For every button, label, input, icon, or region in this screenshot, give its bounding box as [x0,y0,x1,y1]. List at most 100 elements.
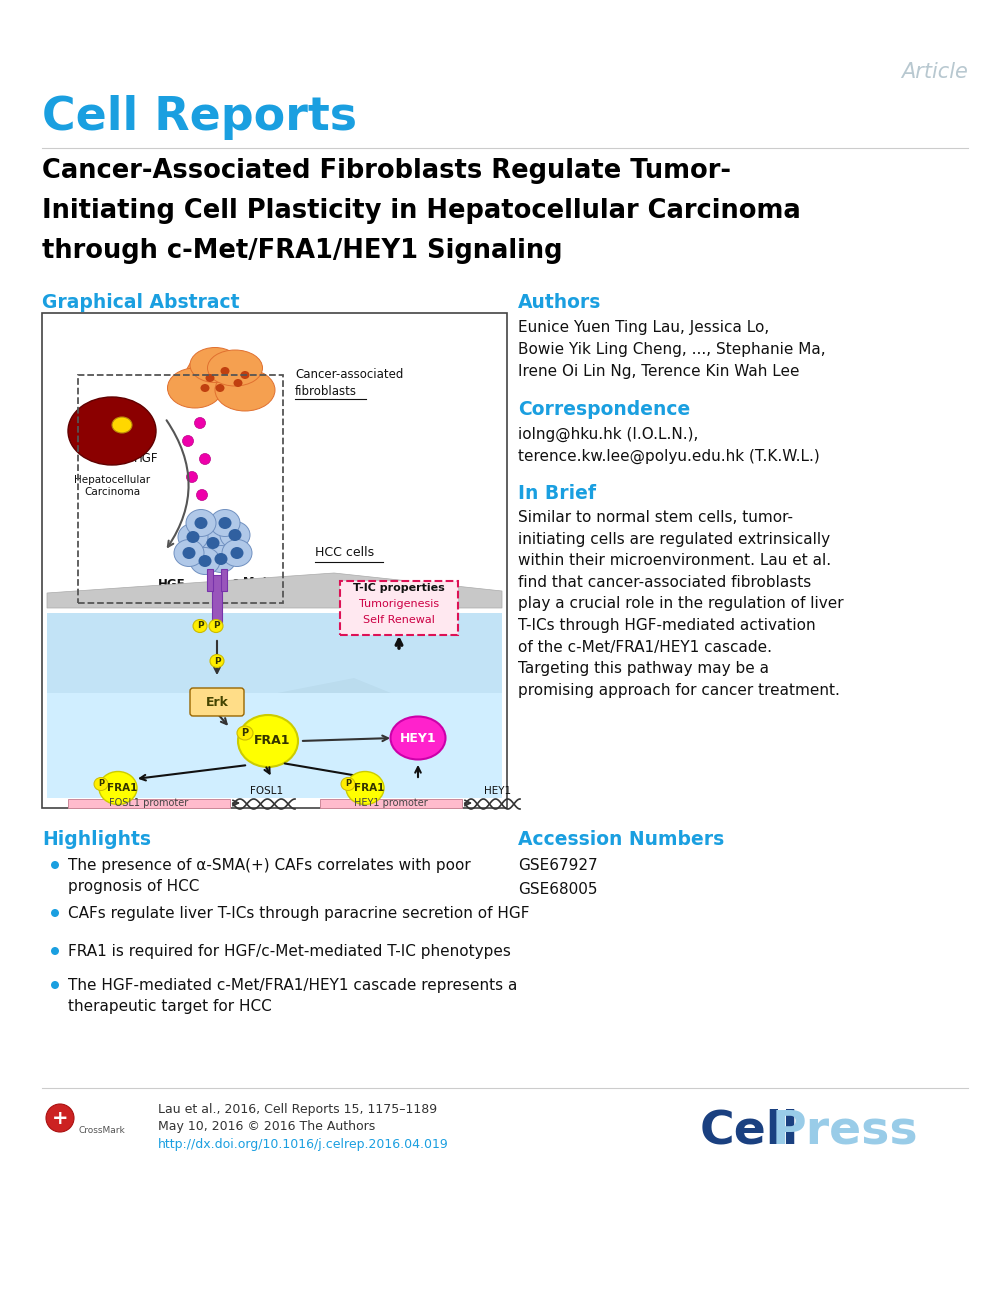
Text: Self Renewal: Self Renewal [363,615,435,625]
Text: P: P [345,779,351,788]
Polygon shape [47,679,502,797]
Text: Cell Reports: Cell Reports [42,95,357,140]
Ellipse shape [190,347,240,382]
Bar [47,613,502,797]
Ellipse shape [237,726,253,740]
Text: GSE68005: GSE68005 [518,882,598,897]
Ellipse shape [178,523,208,551]
Text: The presence of α-SMA(+) CAFs correlates with poor
prognosis of HCC: The presence of α-SMA(+) CAFs correlates… [68,857,470,894]
Text: P: P [97,779,105,788]
Text: P: P [213,621,219,630]
Ellipse shape [193,620,207,633]
Ellipse shape [198,530,228,556]
Text: T-IC properties: T-IC properties [353,583,445,592]
Text: Hepatocellular
Carcinoma: Hepatocellular Carcinoma [74,475,150,497]
Text: Cancer-Associated Fibroblasts Regulate Tumor-: Cancer-Associated Fibroblasts Regulate T… [42,158,731,184]
Ellipse shape [209,620,223,633]
Ellipse shape [51,861,59,869]
Text: Accession Numbers: Accession Numbers [518,830,725,850]
Ellipse shape [99,771,137,804]
Text: HGF: HGF [134,452,158,465]
Ellipse shape [230,547,243,559]
Ellipse shape [201,384,209,391]
Ellipse shape [207,350,262,386]
Ellipse shape [168,368,222,408]
Text: fibroblasts: fibroblasts [295,385,357,398]
Text: Bowie Yik Ling Cheng, ..., Stephanie Ma,: Bowie Yik Ling Cheng, ..., Stephanie Ma, [518,342,826,358]
Bar [42,313,507,808]
Text: Initiating Cell Plasticity in Hepatocellular Carcinoma: Initiating Cell Plasticity in Hepatocell… [42,198,801,224]
Bar [212,576,222,622]
Ellipse shape [210,655,224,667]
Bar [221,569,227,591]
Ellipse shape [51,981,59,989]
Text: Lau et al., 2016, Cell Reports 15, 1175–1189: Lau et al., 2016, Cell Reports 15, 1175–… [158,1103,437,1116]
Bar [68,799,230,808]
Text: FRA1: FRA1 [253,735,290,748]
Text: P: P [241,728,248,739]
Bar [207,569,213,591]
Text: In Brief: In Brief [518,484,596,502]
Ellipse shape [190,548,220,574]
Ellipse shape [197,489,207,501]
Ellipse shape [51,947,59,955]
Ellipse shape [186,509,216,536]
Text: Article: Article [901,63,968,82]
Text: HEY1: HEY1 [484,786,512,796]
Text: Eunice Yuen Ting Lau, Jessica Lo,: Eunice Yuen Ting Lau, Jessica Lo, [518,320,769,335]
Ellipse shape [220,522,250,548]
Ellipse shape [222,539,252,566]
Text: FRA1 is required for HGF/c-Met-mediated T-IC phenotypes: FRA1 is required for HGF/c-Met-mediated … [68,944,511,959]
Text: Highlights: Highlights [42,830,151,850]
Text: http://dx.doi.org/10.1016/j.celrep.2016.04.019: http://dx.doi.org/10.1016/j.celrep.2016.… [158,1138,449,1151]
Ellipse shape [195,517,207,529]
Text: Press: Press [772,1108,919,1154]
Bar [47,693,502,797]
Text: GSE67927: GSE67927 [518,857,598,873]
Text: Cell: Cell [700,1108,799,1154]
Ellipse shape [238,715,298,767]
Polygon shape [47,573,502,608]
Ellipse shape [187,531,200,543]
Ellipse shape [68,397,156,465]
Ellipse shape [186,351,254,399]
Text: P: P [214,656,220,666]
Text: HEY1 promoter: HEY1 promoter [354,797,428,808]
Ellipse shape [214,553,227,565]
Text: Irene Oi Lin Ng, Terence Kin Wah Lee: Irene Oi Lin Ng, Terence Kin Wah Lee [518,364,800,378]
Text: HEY1: HEY1 [400,732,436,744]
Ellipse shape [391,716,445,760]
Text: c-Met: c-Met [231,577,268,590]
Ellipse shape [94,778,108,791]
FancyBboxPatch shape [340,581,458,636]
Ellipse shape [220,367,229,375]
Ellipse shape [205,375,214,382]
Text: May 10, 2016 © 2016 The Authors: May 10, 2016 © 2016 The Authors [158,1120,375,1133]
Text: Graphical Abstract: Graphical Abstract [42,294,239,312]
Text: HCC cells: HCC cells [315,545,374,559]
Text: Tumorigenesis: Tumorigenesis [359,599,439,609]
Ellipse shape [215,384,224,391]
Text: CrossMark: CrossMark [78,1126,125,1135]
Ellipse shape [228,529,241,542]
Ellipse shape [46,1104,74,1131]
Text: HGF: HGF [158,578,185,591]
Ellipse shape [206,536,219,549]
Ellipse shape [240,371,249,378]
Ellipse shape [183,436,194,446]
Text: FRA1: FRA1 [107,783,138,793]
Ellipse shape [210,509,240,536]
FancyBboxPatch shape [190,688,244,716]
Text: Cancer-associated: Cancer-associated [295,368,403,381]
Text: terence.kw.lee@polyu.edu.hk (T.K.W.L.): terence.kw.lee@polyu.edu.hk (T.K.W.L.) [518,449,820,465]
Text: Erk: Erk [206,696,228,709]
Ellipse shape [187,471,198,483]
Text: The HGF-mediated c-Met/FRA1/HEY1 cascade represents a
therapeutic target for HCC: The HGF-mediated c-Met/FRA1/HEY1 cascade… [68,977,518,1014]
Bar [320,799,462,808]
Ellipse shape [174,539,204,566]
Ellipse shape [112,418,132,433]
Ellipse shape [346,771,384,804]
Text: FRA1: FRA1 [354,783,384,793]
Text: P: P [197,621,203,630]
Text: iolng@hku.hk (I.O.L.N.),: iolng@hku.hk (I.O.L.N.), [518,427,698,442]
